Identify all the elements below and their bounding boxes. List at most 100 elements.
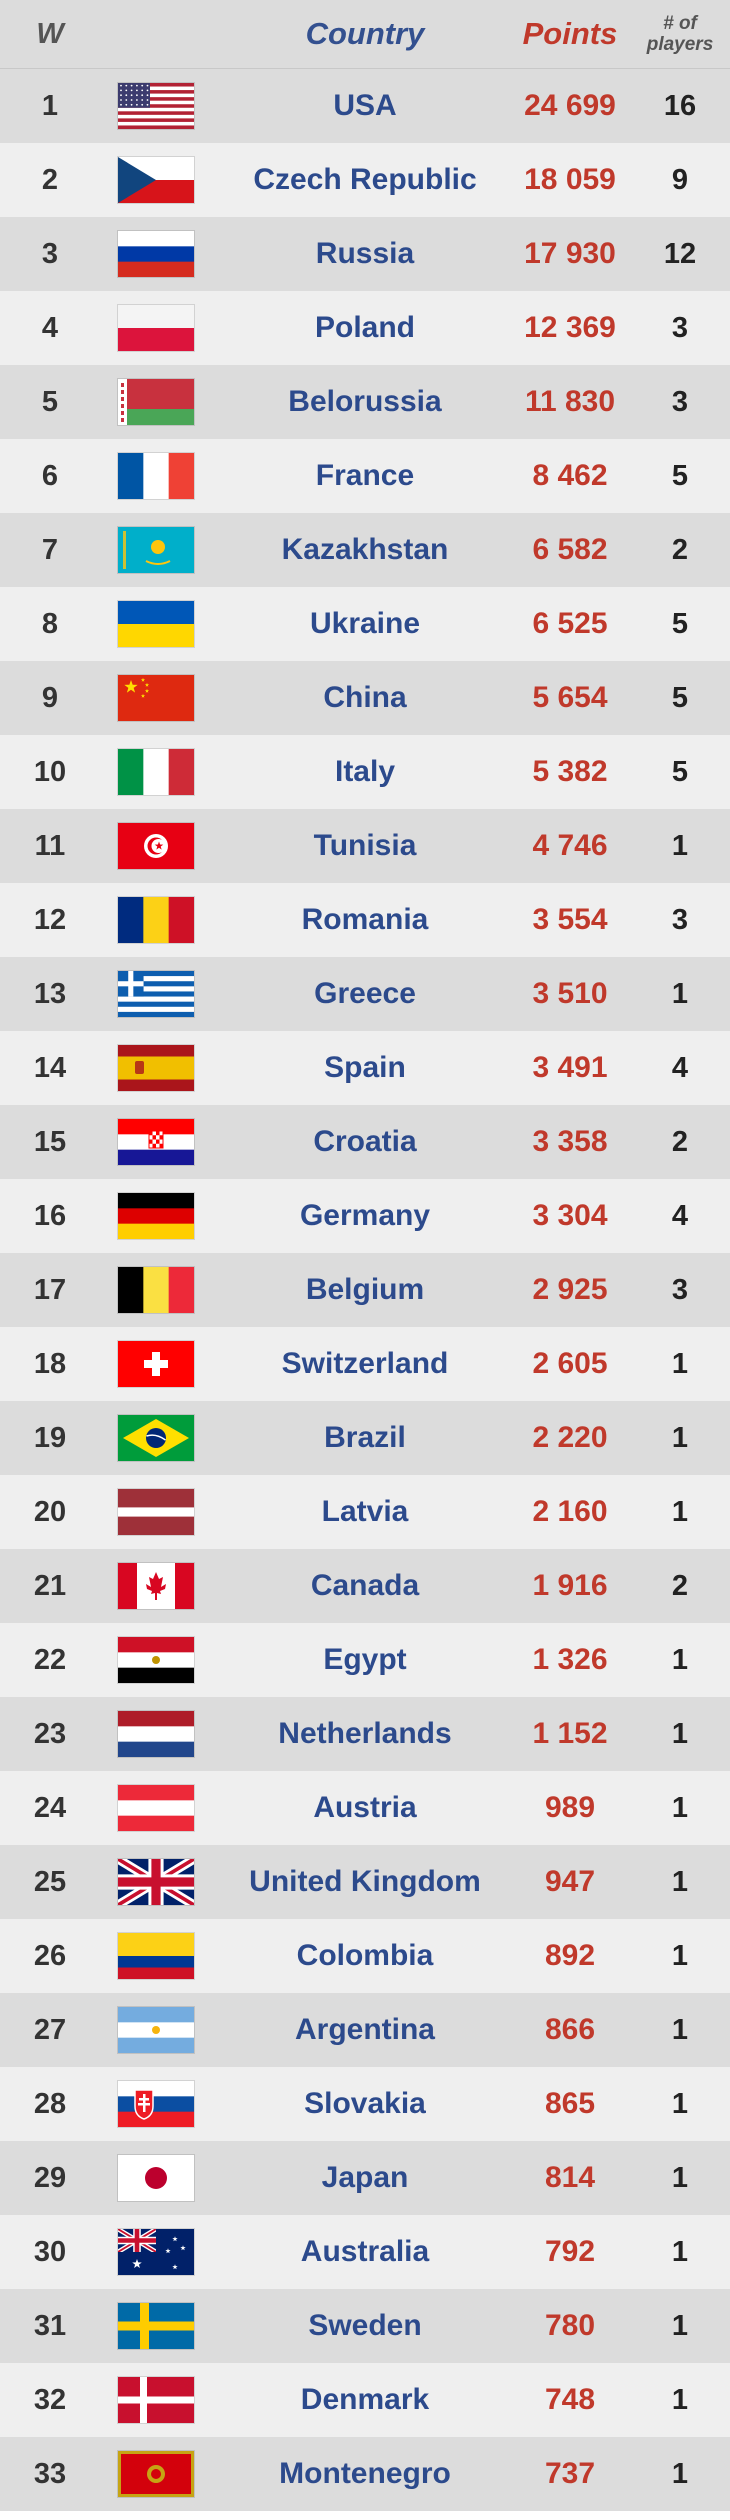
country-cell: Egypt [323, 1643, 407, 1676]
country-cell: Belgium [305, 1273, 425, 1306]
points-column-header: Points [522, 16, 618, 51]
points-cell: 989 [544, 1791, 596, 1824]
rank-cell: 30 [33, 2235, 67, 2268]
egypt-flag-icon [118, 1637, 194, 1683]
table-row: 32 Denmark 748 1 [0, 2363, 730, 2437]
players-cell: 1 [671, 2013, 689, 2046]
kazakhstan-flag-icon [118, 527, 194, 573]
country-cell: Russia [315, 237, 415, 270]
rank-cell: 6 [41, 459, 59, 492]
table-body: 1 USA 24 699 16 2 Czech Republic 18 059 … [0, 69, 730, 2511]
country-cell: Romania [301, 903, 429, 936]
country-cell: Netherlands [278, 1717, 452, 1750]
table-row: 13 Greece 3 510 1 [0, 957, 730, 1031]
greece-flag-icon [118, 971, 194, 1017]
table-row: 10 Italy 5 382 5 [0, 735, 730, 809]
country-cell: Poland [314, 311, 415, 344]
country-cell: Austria [313, 1791, 417, 1824]
points-cell: 12 369 [524, 311, 616, 344]
players-cell: 9 [671, 163, 689, 196]
players-cell: 2 [671, 533, 689, 566]
players-cell: 1 [671, 1347, 689, 1380]
players-cell: 1 [671, 1495, 689, 1528]
points-cell: 865 [544, 2087, 596, 2120]
table-row: 4 Poland 12 369 3 [0, 291, 730, 365]
rank-cell: 3 [41, 237, 59, 270]
points-cell: 2 605 [532, 1347, 608, 1380]
table-row: 3 Russia 17 930 12 [0, 217, 730, 291]
points-cell: 1 152 [532, 1717, 608, 1750]
points-cell: 947 [544, 1865, 596, 1898]
table-row: 8 Ukraine 6 525 5 [0, 587, 730, 661]
country-cell: Croatia [313, 1125, 417, 1158]
table-row: 2 Czech Republic 18 059 9 [0, 143, 730, 217]
belarus-flag-icon [118, 379, 194, 425]
points-cell: 2 925 [532, 1273, 608, 1306]
points-cell: 866 [544, 2013, 596, 2046]
points-cell: 6 582 [532, 533, 608, 566]
rank-cell: 1 [41, 89, 59, 122]
rank-cell: 26 [33, 1939, 67, 1972]
rank-cell: 8 [41, 607, 59, 640]
rank-cell: 2 [41, 163, 59, 196]
table-row: 33 Montenegro 737 1 [0, 2437, 730, 2511]
table-row: 27 Argentina 866 1 [0, 1993, 730, 2067]
poland-flag-icon [118, 305, 194, 351]
points-cell: 5 654 [532, 681, 608, 714]
points-cell: 748 [544, 2383, 596, 2416]
russia-flag-icon [118, 231, 194, 277]
points-cell: 4 746 [532, 829, 608, 862]
rank-cell: 10 [33, 755, 67, 788]
players-cell: 1 [671, 1643, 689, 1676]
italy-flag-icon [118, 749, 194, 795]
rank-cell: 33 [33, 2457, 67, 2490]
country-cell: Canada [310, 1569, 420, 1602]
latvia-flag-icon [118, 1489, 194, 1535]
country-cell: China [323, 681, 407, 714]
table-header: W Country Points # of players [0, 0, 730, 69]
table-row: 18 Switzerland 2 605 1 [0, 1327, 730, 1401]
table-row: 9 China 5 654 5 [0, 661, 730, 735]
points-cell: 892 [544, 1939, 596, 1972]
uk-flag-icon [118, 1859, 194, 1905]
rank-cell: 32 [33, 2383, 67, 2416]
country-cell: Slovakia [304, 2087, 426, 2120]
points-cell: 3 358 [532, 1125, 608, 1158]
canada-flag-icon [118, 1563, 194, 1609]
country-cell: Czech Republic [253, 163, 477, 196]
points-cell: 8 462 [532, 459, 608, 492]
usa-flag-icon [118, 83, 194, 129]
belgium-flag-icon [118, 1267, 194, 1313]
players-cell: 3 [671, 311, 689, 344]
rank-cell: 4 [41, 311, 59, 344]
country-cell: Italy [334, 755, 396, 788]
rank-cell: 16 [33, 1199, 67, 1232]
points-cell: 2 220 [532, 1421, 608, 1454]
country-cell: France [315, 459, 415, 492]
players-cell: 16 [663, 89, 697, 122]
players-cell: 1 [671, 2383, 689, 2416]
table-row: 1 USA 24 699 16 [0, 69, 730, 143]
players-header-line2: players [646, 34, 714, 55]
czech-flag-icon [118, 157, 194, 203]
rank-cell: 24 [33, 1791, 67, 1824]
players-cell: 1 [671, 1717, 689, 1750]
players-cell: 5 [671, 607, 689, 640]
players-cell: 1 [671, 2087, 689, 2120]
china-flag-icon [118, 675, 194, 721]
rank-cell: 9 [41, 681, 59, 714]
players-cell: 3 [671, 903, 689, 936]
argentina-flag-icon [118, 2007, 194, 2053]
rank-column-header: W [36, 17, 64, 50]
table-row: 19 Brazil 2 220 1 [0, 1401, 730, 1475]
points-cell: 1 326 [532, 1643, 608, 1676]
country-cell: Sweden [308, 2309, 422, 2342]
country-cell: Tunisia [313, 829, 417, 862]
table-row: 29 Japan 814 1 [0, 2141, 730, 2215]
table-row: 28 Slovakia 865 1 [0, 2067, 730, 2141]
players-cell: 1 [671, 829, 689, 862]
spain-flag-icon [118, 1045, 194, 1091]
country-cell: USA [333, 89, 397, 122]
points-cell: 18 059 [524, 163, 616, 196]
